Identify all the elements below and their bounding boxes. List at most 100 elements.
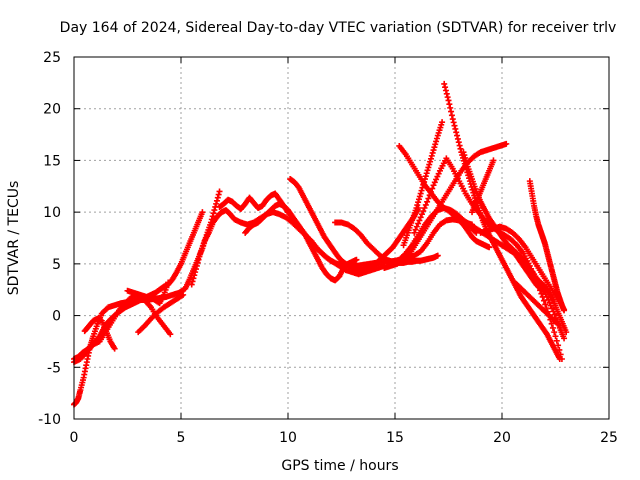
plus-marker xyxy=(463,160,470,167)
plus-marker xyxy=(542,301,549,308)
series-15 xyxy=(400,119,446,249)
plus-marker xyxy=(551,311,558,318)
x-tick-label: 15 xyxy=(386,430,404,446)
plus-marker xyxy=(455,139,462,146)
plus-marker xyxy=(421,176,428,183)
plus-marker xyxy=(353,256,360,263)
plus-marker xyxy=(429,149,436,156)
plus-marker xyxy=(460,149,467,156)
x-tick-label: 25 xyxy=(600,430,618,446)
plus-marker xyxy=(433,138,440,145)
plus-marker xyxy=(454,135,461,142)
series-6 xyxy=(135,291,187,336)
plus-marker xyxy=(416,193,423,200)
plus-marker xyxy=(432,141,439,148)
plus-marker xyxy=(555,342,562,349)
y-tick-label: 25 xyxy=(43,50,61,66)
plus-marker xyxy=(417,214,424,221)
plus-marker xyxy=(425,164,432,171)
plus-marker xyxy=(418,211,425,218)
plus-marker xyxy=(442,87,449,94)
plus-marker xyxy=(418,187,425,194)
plus-marker xyxy=(463,157,470,164)
plus-marker xyxy=(210,210,217,217)
plus-marker xyxy=(556,356,563,363)
plus-marker xyxy=(447,104,454,111)
plus-marker xyxy=(214,194,221,201)
x-tick-label: 10 xyxy=(279,430,297,446)
data-points xyxy=(71,80,570,408)
plus-marker xyxy=(419,184,426,191)
plus-marker xyxy=(461,152,468,159)
plus-marker xyxy=(552,333,559,340)
plus-marker xyxy=(414,202,421,209)
series-23 xyxy=(526,178,568,314)
plus-marker xyxy=(411,229,418,236)
plus-marker xyxy=(551,329,558,336)
plus-marker xyxy=(553,337,560,344)
y-tick-label: 10 xyxy=(43,205,61,221)
plus-marker xyxy=(428,152,435,159)
plus-marker xyxy=(415,196,422,203)
series-4 xyxy=(81,315,118,352)
plus-marker xyxy=(434,252,441,259)
plus-marker xyxy=(424,167,431,174)
plus-marker xyxy=(199,209,206,216)
series-25 xyxy=(511,279,563,329)
plus-marker xyxy=(446,101,453,108)
plus-marker xyxy=(561,307,568,314)
chart-title: Day 164 of 2024, Sidereal Day-to-day VTE… xyxy=(60,20,617,36)
y-tick-label: -5 xyxy=(47,360,61,376)
plus-marker xyxy=(413,205,420,212)
plus-marker xyxy=(539,293,546,300)
plus-marker xyxy=(165,279,172,286)
plus-marker xyxy=(441,80,448,87)
plus-marker xyxy=(425,195,432,202)
plus-marker xyxy=(469,186,476,193)
y-tick-label: 5 xyxy=(52,257,61,273)
plus-marker xyxy=(454,132,461,139)
plus-marker xyxy=(415,220,422,227)
plot-frame xyxy=(73,56,610,420)
plus-marker xyxy=(556,322,563,329)
plus-marker xyxy=(549,324,556,331)
plus-marker xyxy=(422,201,429,208)
plus-marker xyxy=(452,125,459,132)
plus-marker xyxy=(192,266,199,273)
plus-marker xyxy=(412,226,419,233)
plus-marker xyxy=(444,94,451,101)
plus-marker xyxy=(427,158,434,165)
plus-marker xyxy=(211,207,218,214)
plus-marker xyxy=(453,129,460,136)
plus-marker xyxy=(213,200,220,207)
plus-marker xyxy=(167,331,174,338)
plus-marker xyxy=(433,135,440,142)
plus-marker xyxy=(426,161,433,168)
plus-marker xyxy=(462,154,469,161)
plus-marker xyxy=(443,90,450,97)
plus-marker xyxy=(216,188,223,195)
plus-marker xyxy=(503,140,510,147)
series-9 xyxy=(242,200,360,284)
plus-marker xyxy=(190,275,197,282)
plus-marker xyxy=(191,272,198,279)
y-axis-label: SDTVAR / TECUs xyxy=(6,181,22,296)
plus-marker xyxy=(486,244,493,251)
plus-marker xyxy=(421,178,428,185)
plus-marker xyxy=(188,281,195,288)
plus-marker xyxy=(430,147,437,154)
plus-marker xyxy=(196,253,203,260)
x-tick-label: 5 xyxy=(177,430,186,446)
plus-marker xyxy=(442,84,449,91)
plus-marker xyxy=(422,173,429,180)
plus-marker xyxy=(421,205,428,212)
plus-marker xyxy=(457,145,464,152)
y-tick-label: 0 xyxy=(52,309,61,325)
plus-marker xyxy=(450,119,457,126)
plus-marker xyxy=(416,217,423,224)
plus-marker xyxy=(420,181,427,188)
plus-marker xyxy=(427,188,434,195)
plus-marker xyxy=(490,157,497,164)
